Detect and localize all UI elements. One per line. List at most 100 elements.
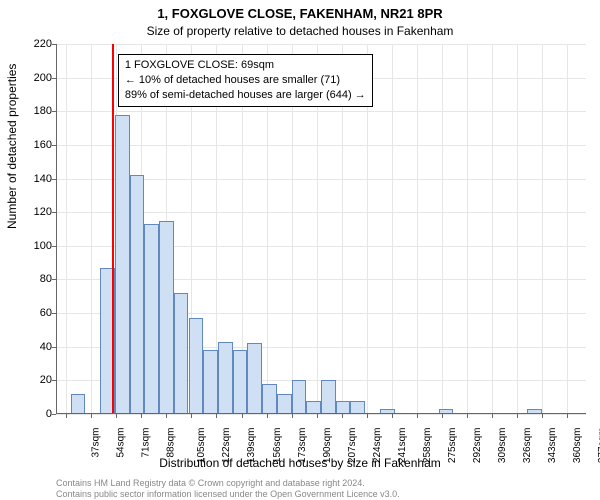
chart-container: 1, FOXGLOVE CLOSE, FAKENHAM, NR21 8PR Si… (0, 0, 600, 500)
histogram-bar (130, 175, 145, 414)
gridline-v (517, 44, 518, 414)
xtick-mark (317, 414, 318, 418)
credits-line2: Contains public sector information licen… (56, 489, 400, 500)
annotation-line3: 89% of semi-detached houses are larger (… (125, 88, 366, 103)
ytick-label: 160 (12, 139, 52, 151)
histogram-bar (144, 224, 159, 414)
xtick-mark (292, 414, 293, 418)
gridline-v (91, 44, 92, 414)
xtick-label: 37sqm (91, 428, 102, 458)
ytick-label: 100 (12, 240, 52, 252)
chart-title-line1: 1, FOXGLOVE CLOSE, FAKENHAM, NR21 8PR (0, 6, 600, 21)
xtick-mark (417, 414, 418, 418)
credits-line1: Contains HM Land Registry data © Crown c… (56, 478, 400, 489)
ytick-label: 20 (12, 374, 52, 386)
histogram-bar (306, 401, 321, 414)
xtick-label: 241sqm (397, 428, 408, 464)
annotation-box: 1 FOXGLOVE CLOSE: 69sqm← 10% of detached… (118, 54, 373, 107)
xtick-label: 224sqm (372, 428, 383, 464)
xtick-mark (166, 414, 167, 418)
histogram-bar (350, 401, 365, 414)
xtick-label: 139sqm (247, 428, 258, 464)
xtick-label: 207sqm (347, 428, 358, 464)
xtick-mark (342, 414, 343, 418)
xtick-mark (367, 414, 368, 418)
xtick-mark (542, 414, 543, 418)
gridline-v (467, 44, 468, 414)
gridline-v (567, 44, 568, 414)
gridline-v (417, 44, 418, 414)
histogram-bar (247, 343, 262, 414)
ytick-label: 140 (12, 173, 52, 185)
chart-title-line2: Size of property relative to detached ho… (0, 24, 600, 38)
xtick-label: 54sqm (116, 428, 127, 458)
xtick-label: 71sqm (141, 428, 152, 458)
xtick-label: 173sqm (297, 428, 308, 464)
x-axis-line (56, 413, 586, 414)
xtick-mark (467, 414, 468, 418)
xtick-label: 343sqm (547, 428, 558, 464)
xtick-label: 360sqm (572, 428, 583, 464)
ytick-mark (52, 414, 56, 415)
credits-text: Contains HM Land Registry data © Crown c… (56, 478, 400, 500)
ytick-label: 180 (12, 105, 52, 117)
xtick-mark (267, 414, 268, 418)
xtick-mark (442, 414, 443, 418)
ytick-label: 60 (12, 307, 52, 319)
histogram-bar (292, 380, 307, 414)
xtick-mark (517, 414, 518, 418)
ytick-label: 80 (12, 273, 52, 285)
xtick-label: 258sqm (422, 428, 433, 464)
xtick-label: 275sqm (447, 428, 458, 464)
xtick-mark (216, 414, 217, 418)
xtick-mark (66, 414, 67, 418)
gridline-v (542, 44, 543, 414)
histogram-bar (71, 394, 86, 414)
xtick-label: 309sqm (497, 428, 508, 464)
histogram-bar (203, 350, 218, 414)
gridline-h (56, 44, 586, 45)
histogram-bar (321, 380, 336, 414)
histogram-bar (189, 318, 204, 414)
xtick-mark (492, 414, 493, 418)
xtick-label: 156sqm (272, 428, 283, 464)
gridline-v (392, 44, 393, 414)
histogram-bar (159, 221, 174, 414)
gridline-v (442, 44, 443, 414)
xtick-label: 88sqm (166, 428, 177, 458)
gridline-h (56, 111, 586, 112)
ytick-label: 0 (12, 408, 52, 420)
annotation-line2: ← 10% of detached houses are smaller (71… (125, 73, 366, 88)
histogram-bar (233, 350, 248, 414)
plot-area: 1 FOXGLOVE CLOSE: 69sqm← 10% of detached… (56, 44, 586, 414)
gridline-h (56, 145, 586, 146)
gridline-v (66, 44, 67, 414)
histogram-bar (336, 401, 351, 414)
ytick-label: 200 (12, 72, 52, 84)
xtick-mark (141, 414, 142, 418)
xtick-mark (116, 414, 117, 418)
xtick-label: 292sqm (472, 428, 483, 464)
xtick-label: 105sqm (196, 428, 207, 464)
marker-line (112, 44, 114, 414)
annotation-line1: 1 FOXGLOVE CLOSE: 69sqm (125, 58, 366, 73)
gridline-v (492, 44, 493, 414)
ytick-label: 40 (12, 341, 52, 353)
xtick-mark (191, 414, 192, 418)
xtick-mark (242, 414, 243, 418)
xtick-mark (567, 414, 568, 418)
ytick-label: 120 (12, 206, 52, 218)
gridline-h (56, 414, 586, 415)
xtick-label: 122sqm (222, 428, 233, 464)
histogram-bar (174, 293, 189, 414)
histogram-bar (115, 115, 130, 414)
histogram-bar (277, 394, 292, 414)
y-axis-line (56, 44, 57, 414)
xtick-mark (91, 414, 92, 418)
ytick-label: 220 (12, 38, 52, 50)
xtick-label: 190sqm (322, 428, 333, 464)
xtick-mark (392, 414, 393, 418)
histogram-bar (218, 342, 233, 414)
xtick-label: 326sqm (522, 428, 533, 464)
histogram-bar (262, 384, 277, 414)
